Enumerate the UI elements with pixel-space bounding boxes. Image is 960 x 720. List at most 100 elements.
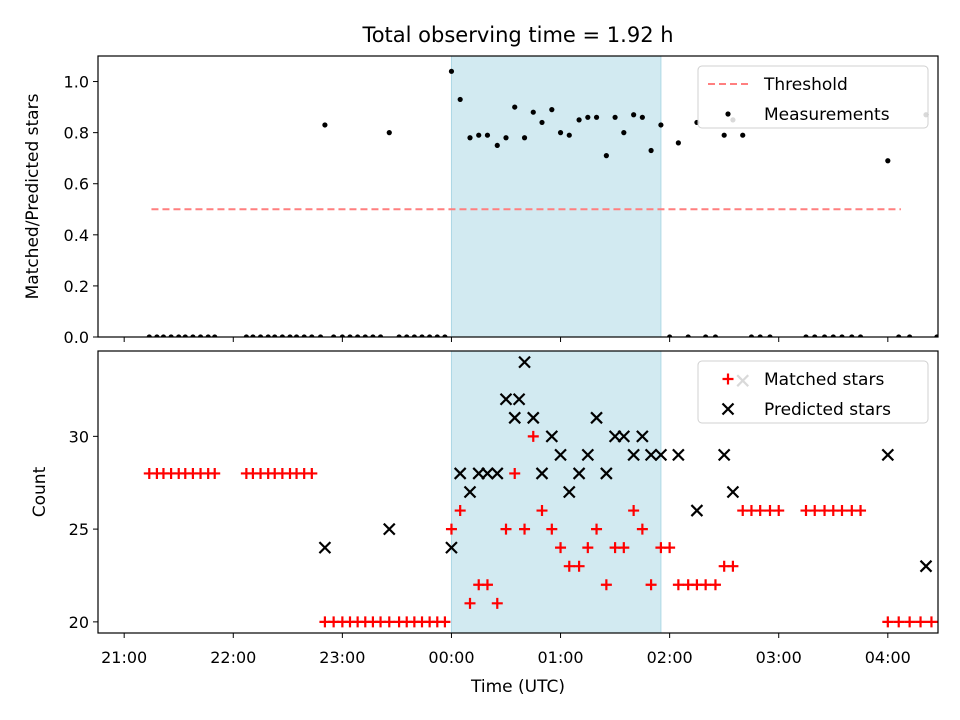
data-point: [721, 132, 727, 138]
data-point: [146, 334, 152, 337]
data-point: [700, 579, 712, 591]
data-point: [882, 616, 894, 628]
data-point: [154, 334, 160, 337]
data-point: [212, 334, 218, 337]
data-point: [445, 541, 458, 554]
y-tick-label: 0.8: [64, 124, 89, 143]
data-point: [582, 542, 594, 554]
x-tick-label: 01:00: [537, 648, 583, 667]
legend-label: Measurements: [764, 105, 890, 125]
x-tick-label: 03:00: [756, 648, 802, 667]
data-point: [309, 334, 315, 337]
data-point: [855, 505, 867, 517]
data-point: [464, 597, 476, 609]
data-point: [631, 112, 637, 118]
data-point: [500, 523, 512, 535]
y-tick-label: 25: [69, 520, 89, 539]
data-point: [476, 132, 482, 138]
data-point: [377, 334, 384, 337]
data-point: [904, 616, 916, 628]
data-point: [636, 523, 648, 535]
data-point: [644, 448, 658, 462]
data-point: [690, 504, 704, 517]
data-point: [593, 114, 600, 120]
data-point: [849, 334, 855, 337]
data-point: [182, 334, 188, 337]
data-point: [190, 334, 196, 337]
data-point: [618, 542, 630, 554]
data-point: [948, 616, 959, 627]
data-point: [396, 334, 402, 337]
series-measurements: [146, 68, 938, 337]
data-point: [934, 334, 938, 337]
data-point: [821, 334, 828, 337]
legend-label: Matched stars: [764, 370, 884, 390]
data-point: [591, 523, 603, 535]
data-point: [563, 560, 575, 572]
data-point: [279, 334, 285, 337]
y-tick-label: 0.6: [64, 175, 89, 194]
data-point: [526, 411, 540, 425]
legend-label: Predicted stars: [764, 400, 891, 420]
data-point: [754, 505, 766, 517]
data-point: [617, 430, 631, 443]
data-point: [562, 485, 576, 499]
data-point: [243, 334, 249, 337]
data-point: [448, 68, 455, 74]
data-point: [836, 505, 848, 517]
data-point: [573, 560, 585, 572]
x-tick-label: 21:00: [101, 648, 147, 667]
legend-box: [697, 360, 929, 424]
data-point: [168, 334, 174, 337]
data-point: [494, 142, 500, 149]
data-point: [881, 448, 895, 462]
data-point: [331, 334, 337, 337]
data-point: [885, 158, 891, 164]
y-tick-label: 20: [69, 613, 89, 632]
chart-title: Total observing time = 1.92 h: [361, 23, 673, 47]
data-point: [509, 467, 521, 479]
data-point: [757, 334, 763, 337]
data-point: [566, 132, 572, 138]
data-point: [545, 430, 559, 443]
data-point: [672, 579, 684, 591]
data-point: [809, 505, 821, 517]
x-tick-label: 02:00: [647, 648, 693, 667]
data-point: [896, 334, 902, 337]
data-point: [645, 579, 657, 591]
data-point: [383, 616, 395, 628]
data-point: [773, 505, 785, 517]
data-point: [484, 132, 491, 138]
data-point: [317, 334, 324, 337]
data-point: [530, 109, 536, 115]
y-tick-label: 0.4: [64, 226, 89, 245]
data-point: [549, 107, 555, 113]
data-point: [830, 334, 836, 337]
data-point: [411, 334, 417, 337]
legend: Threshold Measurements: [697, 65, 929, 129]
data-point: [490, 467, 504, 480]
data-point: [257, 334, 264, 337]
data-point: [603, 153, 609, 159]
data-point: [481, 579, 493, 591]
data-point: [272, 334, 278, 337]
data-point: [717, 448, 731, 462]
data-point: [491, 597, 503, 609]
data-point: [386, 130, 392, 136]
data-point: [250, 334, 256, 337]
x-tick-label: 00:00: [428, 648, 474, 667]
data-point: [287, 334, 293, 337]
bottom-panel: 20 25 30 Count Matched stars Predicted stars: [30, 350, 959, 638]
data-point: [725, 111, 731, 117]
data-point: [803, 334, 809, 337]
data-point: [709, 579, 721, 591]
data-point: [518, 355, 531, 369]
data-point: [722, 373, 734, 385]
data-point: [654, 448, 668, 462]
data-point: [612, 114, 618, 120]
x-tick-label: 23:00: [319, 648, 365, 667]
data-point: [347, 334, 353, 337]
data-point: [600, 579, 612, 591]
plot-frame: [97, 350, 939, 634]
data-point: [355, 334, 361, 337]
